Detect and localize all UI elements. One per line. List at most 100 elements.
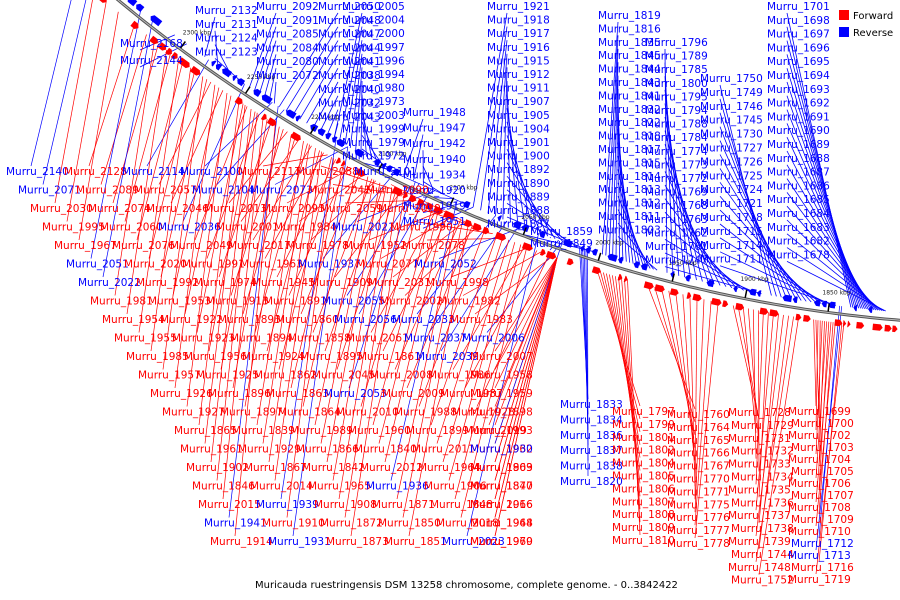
- forward-gene-arrow: [408, 194, 417, 203]
- label-connector: [30, 0, 72, 167]
- gene-label: Murru_1820: [560, 476, 623, 488]
- label-connector: [615, 75, 619, 259]
- label-connector: [382, 214, 449, 352]
- gene-label: Murru_1795: [645, 91, 708, 103]
- gene-label: Murru_2168: [120, 38, 183, 50]
- reverse-gene-arrow: [463, 201, 471, 209]
- gene-label: Murru_1801: [612, 432, 675, 444]
- gene-label: Murru_1846: [192, 481, 255, 493]
- forward-gene-arrow: [266, 117, 277, 127]
- gene-label: Murru_1715: [700, 226, 763, 238]
- gene-label: Murru_1736: [731, 497, 794, 509]
- label-connector: [549, 237, 551, 239]
- tick-mark: [522, 227, 527, 236]
- label-connector: [617, 196, 648, 268]
- label-connector: [786, 219, 881, 311]
- label-connector: [228, 105, 279, 518]
- reverse-gene-arrow: [325, 132, 332, 140]
- reverse-gene-arrow: [386, 165, 393, 173]
- gene-label: Murru_1987: [440, 388, 503, 400]
- gene-label: Murru_2117: [238, 166, 301, 178]
- gene-label: Murru_1864: [278, 407, 341, 419]
- gene-label: Murru_1701: [767, 1, 830, 13]
- label-connector: [476, 254, 550, 407]
- forward-gene-arrow: [165, 47, 172, 55]
- gene-label: Murru_1969: [470, 536, 533, 548]
- forward-gene-arrow: [290, 131, 301, 142]
- reverse-gene-arrow: [381, 162, 387, 170]
- label-connector: [587, 249, 589, 477]
- tick-mark: [449, 197, 455, 206]
- legend-forward-swatch: [839, 10, 849, 20]
- gene-label: Murru_2044: [318, 42, 381, 54]
- label-connector: [333, 12, 363, 140]
- gene-label: Murru_1718: [700, 212, 763, 224]
- label-connector: [647, 285, 696, 410]
- label-connector: [234, 124, 276, 537]
- reverse-gene-arrow: [814, 299, 821, 307]
- label-connector: [268, 148, 316, 463]
- gene-label: Murru_2039: [416, 351, 479, 363]
- gene-label: Murru_1728: [728, 407, 791, 419]
- label-connector: [326, 109, 339, 136]
- gene-label: Murru_1768: [645, 200, 708, 212]
- label-connector: [719, 154, 797, 300]
- gene-label: Murru_1849: [530, 238, 593, 250]
- gene-label: Murru_1711: [700, 254, 763, 266]
- gene-label: Murru_1930: [470, 444, 533, 456]
- label-connector: [786, 205, 879, 311]
- forward-gene-arrow: [803, 314, 811, 322]
- gene-label: Murru_1909: [310, 277, 373, 289]
- label-connector: [162, 76, 204, 370]
- label-connector: [758, 317, 799, 575]
- gene-label: Murru_1948: [403, 107, 466, 119]
- label-connector: [755, 314, 784, 537]
- gene-label: Murru_2100: [180, 166, 243, 178]
- gene-label: Murru_1947: [403, 123, 466, 135]
- label-connector: [438, 226, 523, 259]
- gene-label: Murru_2046: [146, 203, 209, 215]
- label-connector: [336, 190, 397, 370]
- gene-label: Murru_1839: [232, 425, 295, 437]
- forward-gene-arrow: [872, 323, 883, 331]
- forward-gene-arrow: [856, 321, 865, 329]
- gene-label: Murru_1800: [645, 78, 708, 90]
- forward-gene-arrow: [643, 281, 654, 290]
- gene-label: Murru_1891: [264, 296, 327, 308]
- reverse-gene-arrow: [821, 300, 828, 308]
- gene-label: Murru_1726: [700, 156, 763, 168]
- label-connector: [114, 40, 155, 296]
- gene-label: Murru_1775: [667, 499, 730, 511]
- legend-reverse-label: Reverse: [853, 28, 893, 39]
- forward-gene-arrow: [425, 202, 433, 210]
- label-connector: [216, 112, 258, 481]
- label-connector: [612, 62, 619, 258]
- legend-reverse-swatch: [839, 27, 849, 37]
- gene-label: Murru_2051: [66, 259, 129, 271]
- label-connector: [742, 307, 757, 433]
- label-connector: [206, 113, 260, 259]
- label-connector: [506, 175, 563, 242]
- gene-label: Murru_1690: [767, 125, 830, 137]
- label-connector: [314, 176, 369, 426]
- label-connector: [474, 255, 554, 315]
- label-connector: [280, 140, 337, 500]
- forward-gene-arrow: [521, 242, 533, 251]
- forward-gene-arrow: [591, 266, 601, 275]
- forward-gene-arrow: [433, 205, 443, 215]
- label-connector: [448, 242, 516, 481]
- label-connector: [274, 151, 322, 481]
- forward-gene-arrow: [834, 319, 843, 327]
- gene-label: Murru_2053: [324, 388, 387, 400]
- label-connector: [786, 233, 883, 311]
- label-connector: [384, 213, 445, 463]
- gene-label: Murru_2076: [112, 240, 175, 252]
- gene-label: Murru_2056: [334, 314, 397, 326]
- label-connector: [254, 26, 277, 91]
- tick-mark: [309, 126, 316, 135]
- map-caption: Muricauda ruestringensis DSM 13258 chrom…: [255, 580, 678, 591]
- reverse-gene-arrow: [354, 148, 365, 158]
- label-connector: [422, 165, 434, 190]
- gene-label: Murru_1810: [612, 535, 675, 547]
- label-connector: [502, 67, 508, 220]
